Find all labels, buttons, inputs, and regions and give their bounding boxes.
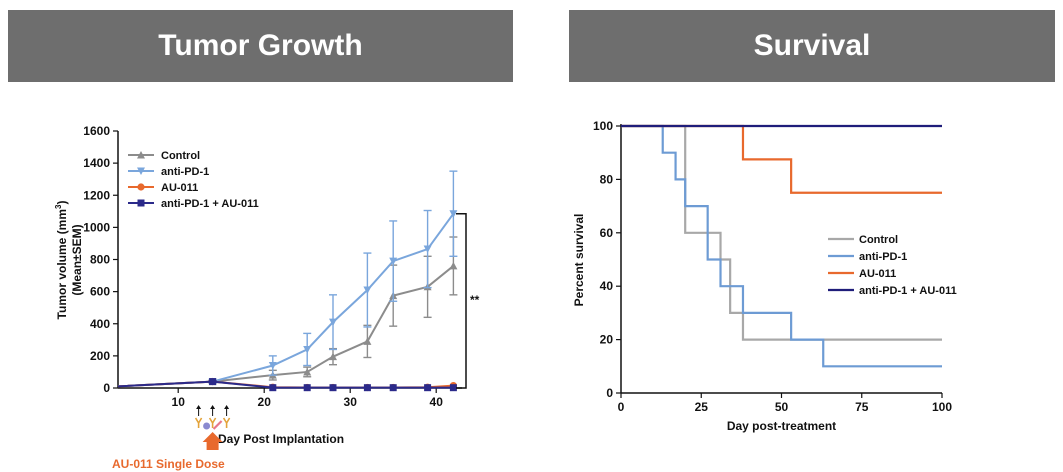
single-dose-arrow-icon [202,432,223,450]
tg-significance-label: ** [470,293,480,307]
tg-y-label-sup: 3 [54,204,63,209]
survival-title: Survival [753,29,871,62]
tg-y-tick-label: 1200 [83,188,110,202]
sv-y-tick-label: 60 [600,226,614,240]
tg-data-point [329,384,337,392]
survival-banner: Survival [569,10,1055,82]
tg-legend-marker [137,151,145,159]
survival-chart: 0 20 40 60 80 100 0 25 50 75 100 Percent survival Da… [572,119,957,433]
tg-data-point [423,245,432,254]
antibody-icon [222,417,231,428]
tg-y-tick-label: 1600 [83,124,110,138]
tg-y-tick-label: 800 [90,253,110,267]
sv-series-line-1 [621,124,942,368]
laser-icon [212,420,223,430]
sv-y-tick-label: 40 [600,279,614,293]
tg-y-axis-label: Tumor volume (mm3) [54,201,69,320]
dose-small-arrowhead [196,405,202,409]
sv-series-line-0 [621,124,942,341]
dose-small-arrowhead [210,405,216,409]
sv-y-tick-label: 20 [600,333,614,347]
tg-y-tick-label: 400 [90,317,110,331]
tg-legend-label: AU-011 [161,182,198,194]
tg-y-tick-label: 1400 [83,156,110,170]
tg-y-tick-label: 600 [90,285,110,299]
sv-legend-label: anti-PD-1 + AU-011 [859,285,957,297]
particle-icon [203,422,211,430]
tg-data-point [268,362,277,370]
tg-series-line [117,213,455,388]
antibody-icon-shape [222,417,231,428]
single-dose-annotation: AU-011 Single Dose [112,457,225,471]
sv-x-tick-label: 50 [775,400,789,414]
tg-data-point [389,384,397,392]
sv-y-tick-label: 0 [606,386,613,400]
tg-significance-bracket [456,212,467,389]
sv-legend-label: Control [859,234,898,246]
tg-data-point [389,257,398,266]
sv-x-tick-label: 75 [855,400,869,414]
tg-x-tick-label: 10 [172,395,186,409]
tg-data-point [303,367,312,376]
tg-legend-marker [137,167,145,175]
tg-y-tick-label: 0 [103,381,110,395]
tg-data-point [209,378,217,386]
sv-x-tick-label: 0 [618,400,625,414]
tg-data-point [449,210,458,218]
tumor-growth-title: Tumor Growth [158,29,363,62]
tg-y-tick-label: 200 [90,349,110,363]
tg-data-point [363,337,372,345]
tg-y-label-line1-end: ) [55,201,69,205]
sv-x-tick-label: 100 [932,400,952,414]
tg-data-point [449,384,457,392]
tumor-growth-chart: 0 200 400 600 800 1000 1200 1400 1600 10 20 30 40 Tum… [54,124,480,471]
tg-data-point [363,384,371,392]
sv-y-tick-label: 100 [593,119,613,133]
antibody-icon-shape [208,417,217,428]
dose-small-arrowhead [224,405,230,409]
tg-x-tick-label: 20 [258,395,272,409]
sv-x-tick-label: 25 [695,400,709,414]
sv-legend-label: anti-PD-1 [859,251,907,263]
tg-x-axis-label: Day Post Implantation [218,432,344,446]
tg-y-label-line1: Tumor volume (mm [55,209,69,319]
tg-series-line [117,265,455,388]
tg-data-point [363,286,372,295]
sv-series-line-2 [621,124,942,194]
antibody-icon-shape [194,417,203,428]
tg-series-0 [117,236,458,388]
tg-data-point [449,261,458,270]
tg-series-3 [117,378,457,392]
tumor-growth-banner: Tumor Growth [8,10,513,82]
tg-data-point [329,352,337,361]
tg-data-point [424,384,432,392]
tg-legend-label: Control [161,150,200,162]
sv-x-axis-label: Day post-treatment [727,419,836,433]
antibody-icon [208,417,217,428]
tg-data-point [269,384,277,392]
antibody-icon [194,417,203,428]
tg-data-point [303,384,311,392]
tg-series-line [117,380,454,389]
sv-y-tick-label: 80 [600,172,614,186]
tg-y-axis-label-line2: (Mean±SEM) [70,224,84,295]
tg-legend-label: anti-PD-1 [161,166,209,178]
tg-x-tick-label: 30 [344,395,358,409]
sv-y-axis-label: Percent survival [572,214,586,307]
tg-y-tick-label: 1000 [83,220,110,234]
tg-legend-label: anti-PD-1 + AU-011 [161,198,259,210]
tg-legend-marker [137,183,145,191]
tg-data-point [303,345,312,354]
tg-x-tick-label: 40 [430,395,444,409]
tg-data-point [329,318,337,327]
sv-legend-label: AU-011 [859,268,896,280]
tg-legend-marker [137,199,145,207]
